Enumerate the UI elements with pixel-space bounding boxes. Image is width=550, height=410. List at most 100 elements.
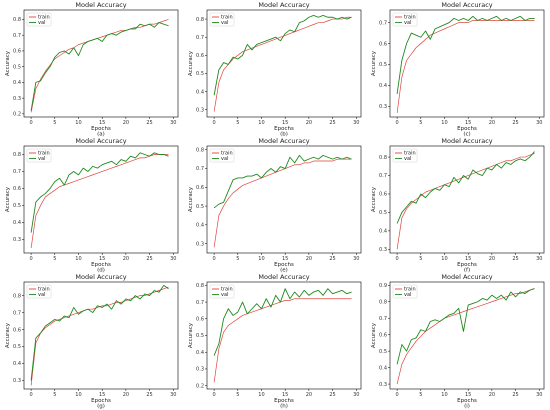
chart-title: Model Accuracy <box>258 273 309 281</box>
legend-label-train: train <box>404 287 416 293</box>
series-line-train <box>396 288 535 385</box>
plot-frame <box>206 9 362 118</box>
x-tick-label: 30 <box>170 120 176 126</box>
x-tick-label: 30 <box>353 256 359 262</box>
panel-caption: (e) <box>280 268 288 274</box>
x-axis-label: Epochs <box>91 262 111 268</box>
x-tick-label: 20 <box>489 256 495 262</box>
series-line-train <box>396 20 535 113</box>
x-tick-label: 5 <box>236 256 239 262</box>
x-tick-label: 5 <box>53 392 56 398</box>
x-tick-label: 30 <box>536 392 542 398</box>
y-tick-label: 0.7 <box>196 300 204 306</box>
x-tick-label: 10 <box>75 392 81 398</box>
y-axis-label: Accuracy <box>371 50 377 76</box>
chart-title: Model Accuracy <box>441 137 492 145</box>
panel-caption: (d) <box>97 268 105 274</box>
x-tick-label: 10 <box>441 120 447 126</box>
y-tick-label: 0.6 <box>13 49 21 55</box>
legend-label-train: train <box>221 151 233 157</box>
chart-svg-3: Model Accuracy 0 5 10 15 20 25 30 0.3 0.4 0.5 0.6 0.… <box>5 137 179 274</box>
plot-frame <box>23 145 179 254</box>
y-tick-label: 0.3 <box>379 247 387 253</box>
series-line-train <box>30 154 169 248</box>
chart-panel-6: Model Accuracy 0 5 10 15 20 25 30 0.3 0.4 0.5 0.6 0.… <box>0 272 183 410</box>
panel-caption: (h) <box>280 404 288 410</box>
plot-frame <box>389 281 545 390</box>
series-line-val <box>396 15 535 94</box>
x-tick-label: 10 <box>75 120 81 126</box>
x-tick-label: 0 <box>396 120 399 126</box>
x-tick-label: 15 <box>282 256 288 262</box>
x-tick-label: 20 <box>123 256 129 262</box>
x-tick-label: 20 <box>306 120 312 126</box>
plot-frame <box>206 145 362 254</box>
x-tick-label: 0 <box>30 256 33 262</box>
y-tick-label: 0.2 <box>13 112 21 118</box>
x-tick-label: 25 <box>329 256 335 262</box>
y-tick-label: 0.5 <box>13 344 21 350</box>
legend-label-train: train <box>221 287 233 293</box>
y-tick-label: 0.3 <box>379 382 387 388</box>
chart-title: Model Accuracy <box>441 1 492 9</box>
x-tick-label: 0 <box>213 120 216 126</box>
y-axis-label: Accuracy <box>371 322 377 348</box>
panel-caption: (g) <box>97 404 105 410</box>
y-tick-label: 0.6 <box>379 192 387 198</box>
x-tick-label: 25 <box>512 256 518 262</box>
x-tick-label: 30 <box>170 392 176 398</box>
y-tick-label: 0.4 <box>379 365 387 371</box>
chart-panel-1: Model Accuracy 0 5 10 15 20 25 30 0.3 0.4 0.5 0.6 0.… <box>183 0 366 138</box>
x-tick-label: 0 <box>213 392 216 398</box>
x-tick-label: 15 <box>465 392 471 398</box>
y-tick-label: 0.8 <box>13 293 21 299</box>
y-tick-label: 0.5 <box>13 203 21 209</box>
x-axis-label: Epochs <box>91 398 111 404</box>
y-tick-label: 0.4 <box>196 350 204 356</box>
chart-title: Model Accuracy <box>441 273 492 281</box>
x-tick-label: 10 <box>441 392 447 398</box>
y-tick-label: 0.6 <box>196 185 204 191</box>
y-tick-label: 0.8 <box>13 17 21 23</box>
y-tick-label: 0.9 <box>379 283 387 289</box>
series-line-val <box>30 152 169 233</box>
panel-caption: (b) <box>280 132 288 138</box>
x-tick-label: 15 <box>99 120 105 126</box>
y-axis-label: Accuracy <box>5 322 11 348</box>
y-tick-label: 0.6 <box>379 332 387 338</box>
x-tick-label: 5 <box>419 120 422 126</box>
x-tick-label: 0 <box>30 120 33 126</box>
x-axis-label: Epochs <box>274 262 294 268</box>
chart-panel-3: Model Accuracy 0 5 10 15 20 25 30 0.3 0.4 0.5 0.6 0.… <box>0 136 183 274</box>
x-tick-label: 15 <box>465 256 471 262</box>
y-tick-label: 0.5 <box>379 62 387 68</box>
legend-label-val: val <box>38 292 45 298</box>
legend-label-val: val <box>221 20 228 26</box>
y-tick-label: 0.8 <box>196 17 204 23</box>
y-axis-label: Accuracy <box>188 186 194 212</box>
y-tick-label: 0.3 <box>13 96 21 102</box>
plot-frame <box>23 281 179 390</box>
y-tick-label: 0.6 <box>13 186 21 192</box>
y-tick-label: 0.7 <box>379 316 387 322</box>
chart-svg-7: Model Accuracy 0 5 10 15 20 25 30 0.2 0.3 0.4 0.5 0.… <box>188 273 362 410</box>
y-axis-label: Accuracy <box>371 186 377 212</box>
y-tick-label: 0.5 <box>379 349 387 355</box>
y-axis-label: Accuracy <box>188 50 194 76</box>
y-tick-label: 0.5 <box>379 210 387 216</box>
x-tick-label: 30 <box>353 120 359 126</box>
x-tick-label: 30 <box>536 120 542 126</box>
chart-title: Model Accuracy <box>258 137 309 145</box>
y-tick-label: 0.6 <box>379 41 387 47</box>
y-tick-label: 0.7 <box>196 166 204 172</box>
x-axis-label: Epochs <box>274 126 294 132</box>
y-tick-label: 0.5 <box>196 204 204 210</box>
series-line-train <box>213 16 352 112</box>
x-tick-label: 20 <box>489 392 495 398</box>
x-tick-label: 5 <box>419 256 422 262</box>
x-tick-label: 10 <box>75 256 81 262</box>
x-axis-label: Epochs <box>274 398 294 404</box>
y-tick-label: 0.3 <box>196 241 204 247</box>
legend-label-train: train <box>404 15 416 21</box>
legend-label-val: val <box>404 156 411 162</box>
